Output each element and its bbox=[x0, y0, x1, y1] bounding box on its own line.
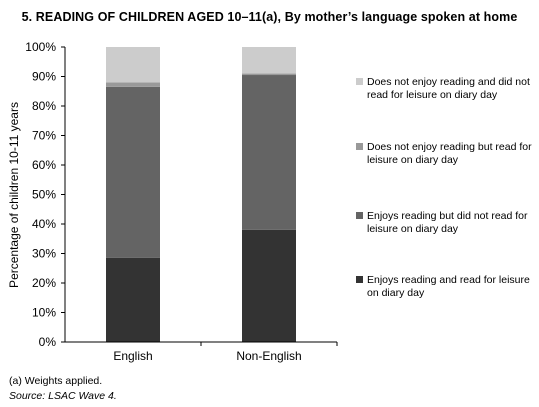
y-tick-label: 80% bbox=[32, 99, 56, 113]
bar-segment-2-non-english bbox=[242, 75, 296, 230]
y-tick-label: 30% bbox=[32, 247, 56, 261]
bar-segment-2-english bbox=[106, 86, 160, 258]
bar-segment-3-non-english bbox=[242, 73, 296, 76]
y-tick-label: 70% bbox=[32, 129, 56, 143]
y-tick-label: 60% bbox=[32, 158, 56, 172]
y-tick-label: 100% bbox=[25, 40, 56, 54]
y-tick-label: 50% bbox=[32, 188, 56, 202]
y-axis-title: Percentage of children 10-11 years bbox=[7, 102, 21, 288]
legend-label: Does not enjoy reading and did not read … bbox=[367, 76, 530, 101]
y-tick-label: 0% bbox=[39, 335, 57, 349]
footnote: (a) Weights applied. bbox=[9, 375, 103, 387]
bar-segment-1-english bbox=[106, 257, 160, 342]
chart-title: 5. READING OF CHILDREN AGED 10–11(a), By… bbox=[21, 10, 518, 24]
y-tick-label: 90% bbox=[32, 70, 56, 84]
legend-label: Does not enjoy reading but read for leis… bbox=[367, 141, 532, 166]
bar-segment-4-english bbox=[106, 47, 160, 83]
x-tick-label: English bbox=[113, 349, 152, 363]
legend-label: Enjoys reading and read for leisure on d… bbox=[367, 274, 530, 299]
bar-segment-1-non-english bbox=[242, 229, 296, 342]
y-tick-label: 40% bbox=[32, 217, 56, 231]
legend-swatch bbox=[356, 143, 363, 150]
bar-segment-3-english bbox=[106, 82, 160, 87]
source-note: Source: LSAC Wave 4. bbox=[9, 390, 117, 402]
legend-swatch bbox=[356, 276, 363, 283]
legend-label: Enjoys reading but did not read for leis… bbox=[367, 210, 528, 235]
y-tick-label: 20% bbox=[32, 276, 56, 290]
x-tick-label: Non-English bbox=[236, 349, 301, 363]
legend-swatch bbox=[356, 78, 363, 85]
y-tick-label: 10% bbox=[32, 306, 56, 320]
bar-segment-4-non-english bbox=[242, 47, 296, 74]
legend-swatch bbox=[356, 212, 363, 219]
